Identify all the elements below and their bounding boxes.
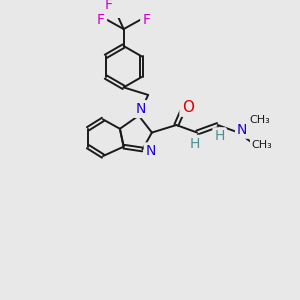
Text: N: N [146, 144, 156, 158]
Text: H: H [214, 129, 225, 143]
Text: N: N [135, 102, 146, 116]
Text: N: N [237, 123, 247, 137]
Text: F: F [97, 13, 105, 27]
Text: H: H [190, 137, 200, 151]
Text: F: F [105, 0, 112, 12]
Text: F: F [142, 13, 150, 27]
Text: O: O [182, 100, 194, 115]
Text: CH₃: CH₃ [250, 115, 270, 125]
Text: CH₃: CH₃ [252, 140, 272, 150]
